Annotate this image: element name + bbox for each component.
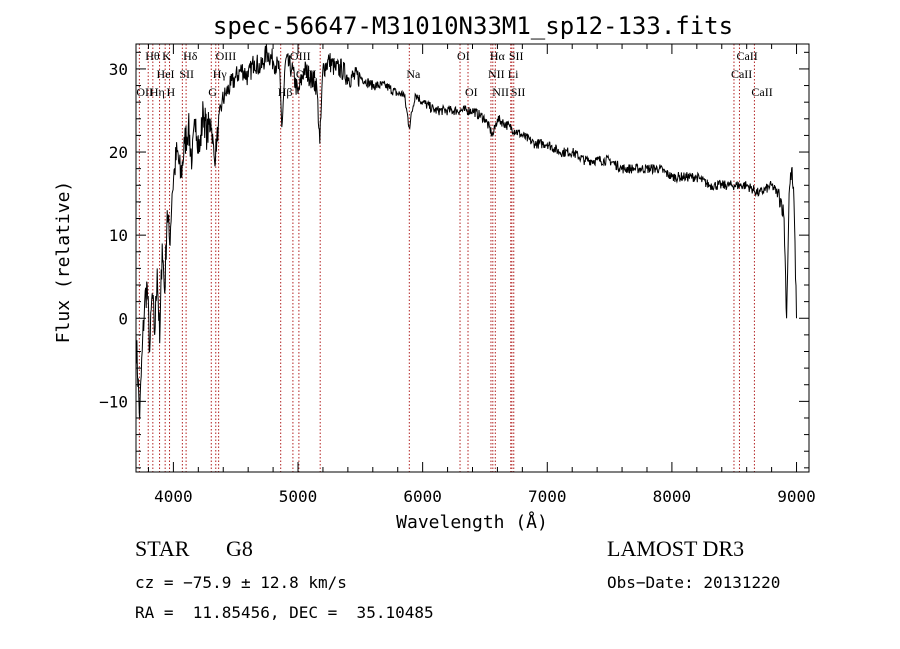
marker-label: G: [208, 85, 217, 99]
y-tick-label: 10: [109, 226, 128, 245]
spectral-line-markers: [138, 44, 755, 472]
marker-label: SII: [511, 85, 526, 99]
marker-label: Hη: [150, 85, 165, 99]
marker-label: K: [162, 49, 171, 63]
spectrum-line: [135, 44, 797, 419]
velocity-readout: cz = −75.9 ± 12.8 km/s: [135, 573, 347, 592]
marker-label: CaII: [751, 85, 772, 99]
marker-label: OII: [136, 85, 153, 99]
marker-label: H: [167, 85, 176, 99]
marker-label: SII: [509, 49, 524, 63]
marker-label: SII: [179, 67, 194, 81]
coordinates-readout: RA = 11.85456, DEC = 35.10485: [135, 603, 434, 622]
y-tick-label: 20: [109, 143, 128, 162]
x-axis-ticks: 4000 5000 6000 7000 8000 9000: [147, 44, 816, 506]
x-tick-label: 9000: [777, 487, 816, 506]
x-axis-label: Wavelength (Å): [396, 511, 548, 533]
object-subclass: G8: [226, 536, 253, 561]
x-tick-label: 4000: [154, 487, 193, 506]
marker-label: HeI: [157, 67, 175, 81]
marker-label: OI: [465, 85, 478, 99]
marker-label: CaII: [736, 49, 757, 63]
marker-label: OIII: [290, 49, 311, 63]
marker-label: Hδ: [183, 49, 198, 63]
y-axis-label: Flux (relative): [53, 181, 74, 344]
marker-label: NII: [492, 85, 509, 99]
marker-label: Hθ: [145, 49, 160, 63]
marker-label: OIII: [216, 49, 237, 63]
marker-label: Hβ: [278, 85, 293, 99]
y-tick-label: 30: [109, 60, 128, 79]
marker-label: Li: [508, 67, 519, 81]
x-tick-label: 5000: [279, 487, 318, 506]
y-tick-label: 0: [118, 309, 128, 328]
x-tick-label: 7000: [528, 487, 567, 506]
y-axis-ticks: −10 0 10 20 30: [99, 51, 809, 469]
survey-name: LAMOST DR3: [607, 536, 745, 561]
spectrum-series: [135, 44, 797, 419]
x-tick-label: 6000: [403, 487, 442, 506]
marker-label: Hα: [490, 49, 506, 63]
object-class: STAR: [135, 536, 190, 561]
marker-label: NII: [488, 67, 505, 81]
marker-label: Hγ: [213, 67, 228, 81]
x-tick-label: 8000: [653, 487, 692, 506]
observation-date: Obs−Date: 20131220: [607, 573, 781, 592]
y-tick-label: −10: [99, 392, 128, 411]
marker-label: Na: [406, 67, 421, 81]
marker-label: CaII: [731, 67, 752, 81]
marker-label: OI: [457, 49, 470, 63]
chart-title: spec-56647-M31010N33M1_sp12-133.fits: [213, 12, 733, 40]
